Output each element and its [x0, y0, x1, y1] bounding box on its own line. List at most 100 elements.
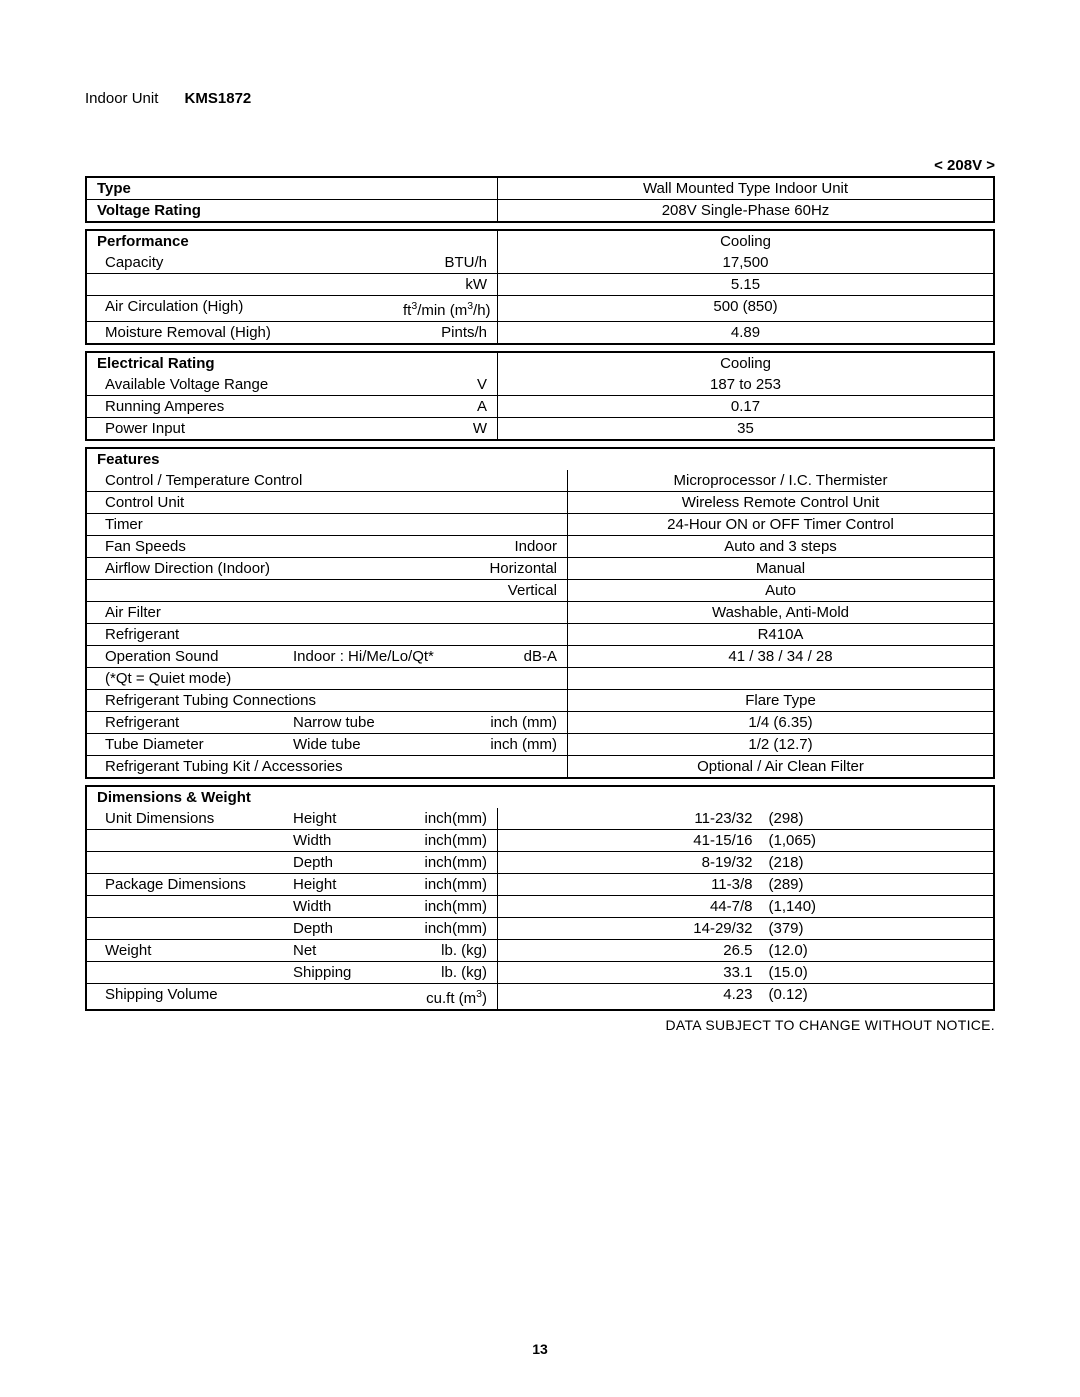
row-value: 500 (850) [497, 296, 993, 321]
row-value: 41-15/16(1,065) [497, 830, 993, 851]
row-c2: Net [287, 940, 397, 961]
table-row: Tube DiameterWide tubeinch (mm)1/2 (12.7… [87, 733, 993, 755]
row-c1: Control Unit [87, 492, 287, 513]
row-value: R410A [567, 624, 993, 645]
row-unit: V [397, 374, 497, 395]
row-c1 [87, 896, 287, 917]
row-c3 [457, 492, 567, 513]
row-name: Capacity [87, 252, 267, 273]
table-row: Refrigerant Tubing Connections Flare Type [87, 689, 993, 711]
row-c2: Indoor : Hi/Me/Lo/Qt* [287, 646, 457, 667]
table-row: Air FilterWashable, Anti-Mold [87, 601, 993, 623]
row-value: 35 [497, 418, 993, 439]
row-c3: inch(mm) [397, 874, 497, 895]
table-row: Running AmperesA0.17 [87, 395, 993, 417]
performance-block: Performance Cooling CapacityBTU/h17,500k… [85, 229, 995, 345]
row-c1 [87, 830, 287, 851]
row-value: Auto and 3 steps [567, 536, 993, 557]
table-row: Power InputW35 [87, 417, 993, 439]
row-c2 [287, 580, 457, 601]
row-value: 187 to 253 [497, 374, 993, 395]
row-c1: Refrigerant Tubing Connections [87, 690, 287, 711]
row-c1: Airflow Direction (Indoor) [87, 558, 287, 579]
row-value: 4.23(0.12) [497, 984, 993, 1009]
type-label: Type [87, 178, 267, 199]
row-value: 5.15 [497, 274, 993, 295]
table-row: Widthinch(mm)41-15/16(1,065) [87, 829, 993, 851]
row-value: 17,500 [497, 252, 993, 273]
row-value: Manual [567, 558, 993, 579]
row-c3: Vertical [457, 580, 567, 601]
row-c1: Tube Diameter [87, 734, 287, 755]
table-row: RefrigerantNarrow tubeinch (mm)1/4 (6.35… [87, 711, 993, 733]
table-row: VerticalAuto [87, 579, 993, 601]
row-c1: Weight [87, 940, 287, 961]
table-row: Refrigerant R410A [87, 623, 993, 645]
row-value: Flare Type [567, 690, 993, 711]
page-number: 13 [0, 1341, 1080, 1357]
row-c1: Fan Speeds [87, 536, 287, 557]
row-value: 0.17 [497, 396, 993, 417]
row-value: Microprocessor / I.C. Thermister [567, 470, 993, 491]
row-c2 [287, 756, 457, 777]
row-c3: inch(mm) [397, 896, 497, 917]
row-c2 [287, 602, 457, 623]
row-value: 41 / 38 / 34 / 28 [567, 646, 993, 667]
row-c1: Shipping Volume [87, 984, 287, 1009]
row-unit: W [397, 418, 497, 439]
row-value: 11-3/8(289) [497, 874, 993, 895]
table-row: Airflow Direction (Indoor) HorizontalManu… [87, 557, 993, 579]
table-row: Refrigerant Tubing Kit / AccessoriesOpti… [87, 755, 993, 777]
row-c2: Narrow tube [287, 712, 457, 733]
table-row: Depthinch(mm)14-29/32(379) [87, 917, 993, 939]
row-c1: (*Qt = Quiet mode) [87, 668, 287, 689]
row-c3: cu.ft (m3) [397, 984, 497, 1009]
row-c1: Package Dimensions [87, 874, 287, 895]
type-voltage-block: Type Wall Mounted Type Indoor Unit Volta… [85, 176, 995, 223]
row-c1: Refrigerant Tubing Kit / Accessories [87, 756, 287, 777]
row-c3: Indoor [457, 536, 567, 557]
row-name: Moisture Removal (High) [87, 322, 267, 343]
model-number: KMS1872 [185, 90, 252, 107]
performance-header-value: Cooling [497, 231, 993, 252]
row-unit: BTU/h [397, 252, 497, 273]
row-c2: Width [287, 830, 397, 851]
type-value: Wall Mounted Type Indoor Unit [497, 178, 993, 199]
row-unit: kW [397, 274, 497, 295]
row-c3: Horizontal [457, 558, 567, 579]
row-c2: Depth [287, 918, 397, 939]
table-row: Timer24-Hour ON or OFF Timer Control [87, 513, 993, 535]
row-c2 [287, 690, 457, 711]
row-c2 [287, 984, 397, 1009]
table-row: (*Qt = Quiet mode) [87, 667, 993, 689]
row-value [567, 668, 993, 689]
row-value: Washable, Anti-Mold [567, 602, 993, 623]
row-value: 14-29/32(379) [497, 918, 993, 939]
row-c3: inch (mm) [457, 712, 567, 733]
electrical-label: Electrical Rating [87, 353, 267, 374]
row-c3: lb. (kg) [397, 962, 497, 983]
row-c3 [457, 668, 567, 689]
row-c2: Width [287, 896, 397, 917]
row-value: Wireless Remote Control Unit [567, 492, 993, 513]
row-value: 44-7/8(1,140) [497, 896, 993, 917]
row-name [87, 274, 267, 295]
electrical-header-value: Cooling [497, 353, 993, 374]
table-row: Depthinch(mm)8-19/32(218) [87, 851, 993, 873]
row-c1: Control / Temperature Control [87, 470, 287, 491]
row-value: 26.5(12.0) [497, 940, 993, 961]
table-row: Fan Speeds IndoorAuto and 3 steps [87, 535, 993, 557]
row-c1 [87, 852, 287, 873]
row-c2 [287, 558, 457, 579]
table-row: Operation SoundIndoor : Hi/Me/Lo/Qt*dB-A… [87, 645, 993, 667]
row-c1: Refrigerant [87, 624, 287, 645]
row-c2: Height [287, 874, 397, 895]
row-c1: Operation Sound [87, 646, 287, 667]
dimensions-block: Dimensions & Weight Unit DimensionsHeigh… [85, 785, 995, 1011]
row-value: Auto [567, 580, 993, 601]
row-value: 11-23/32(298) [497, 808, 993, 829]
row-c2: Height [287, 808, 397, 829]
row-c2 [287, 514, 457, 535]
row-c3 [457, 756, 567, 777]
row-c1: Timer [87, 514, 287, 535]
